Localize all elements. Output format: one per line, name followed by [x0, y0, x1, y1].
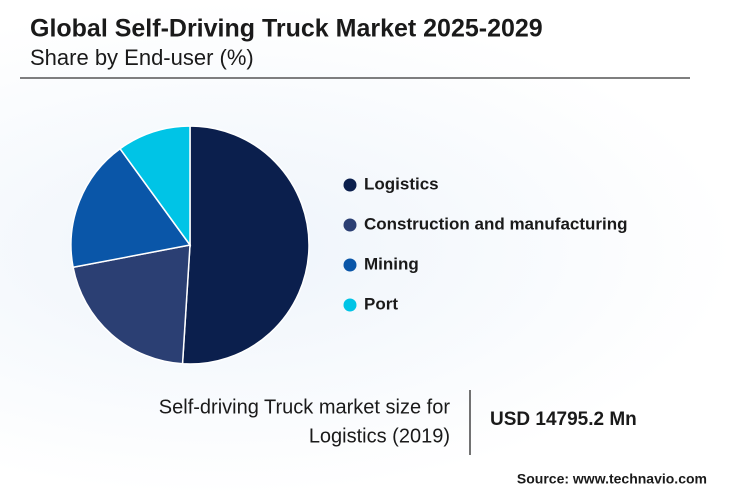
- legend-swatch: [343, 298, 357, 312]
- legend-swatch: [343, 178, 357, 192]
- legend-label: Construction and manufacturing: [364, 214, 628, 233]
- legend-swatch: [343, 218, 357, 232]
- caption: Logistics (2019): [309, 425, 450, 447]
- pie-slice: [119, 125, 191, 248]
- highlight-value: USD 14795.2 Mn: [490, 409, 637, 430]
- chart-subtitle: Share by End-user (%): [30, 45, 254, 70]
- chart-title: Global Self-Driving Truck Market 2025-20…: [30, 15, 543, 43]
- caption: Self-driving Truck market size for: [159, 396, 451, 418]
- legend-label: Mining: [364, 254, 419, 273]
- source: Source: www.technavio.com: [517, 471, 707, 487]
- legend-swatch: [343, 258, 357, 272]
- pie-slice: [70, 147, 192, 269]
- pie-slice: [181, 125, 310, 365]
- legend-label: Logistics: [364, 174, 439, 193]
- pie-slice: [72, 244, 191, 365]
- legend-label: Port: [364, 294, 398, 313]
